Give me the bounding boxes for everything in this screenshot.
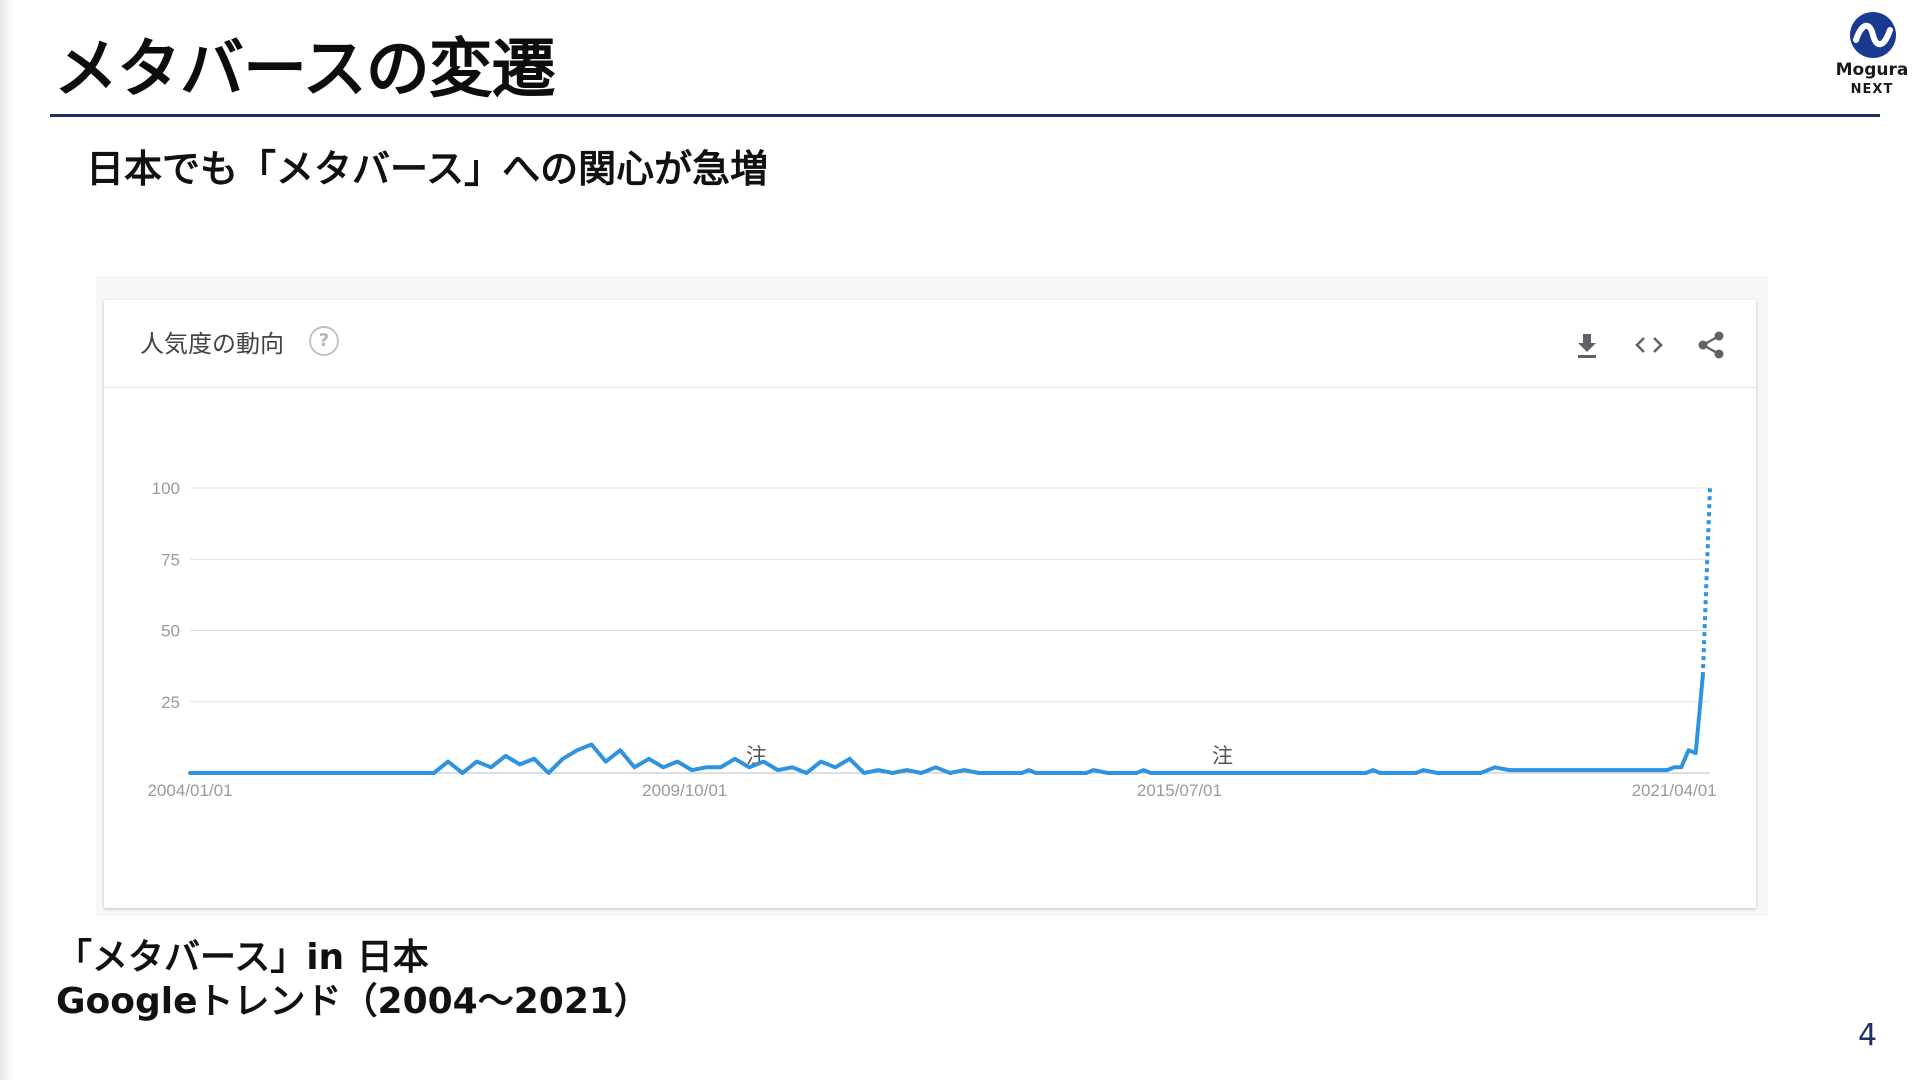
chart-card-title: 人気度の動向: [140, 330, 284, 358]
caption-line-2: Googleトレンド（2004～2021）: [56, 981, 650, 1022]
chart-caption: 「メタバース」in 日本 Googleトレンド（2004～2021）: [56, 936, 650, 1024]
page-number: 4: [1858, 1018, 1878, 1053]
card-header-divider: [104, 387, 1756, 388]
logo-name: Mogura: [1835, 60, 1909, 80]
slide-subtitle: 日本でも「メタバース」への関心が急増: [86, 147, 769, 191]
help-icon[interactable]: ?: [309, 326, 339, 356]
mogura-logo: Mogura NEXT: [1830, 10, 1910, 100]
caption-line-1: 「メタバース」in 日本: [56, 937, 429, 978]
download-icon[interactable]: [1570, 328, 1604, 362]
trend-line-chart: 25 50 75 100 2004/01/01 2009/10/01 2015/07/01 2…: [147, 479, 1717, 800]
slide-title: メタバースの変遷: [54, 33, 556, 107]
title-underline: [50, 114, 1880, 117]
x-tick-label: 2009/10/01: [642, 781, 727, 800]
y-tick-label: 50: [161, 622, 180, 641]
slide-edge-shadow: [0, 0, 14, 1080]
series-line: [188, 674, 1705, 775]
y-tick-label: 25: [161, 693, 180, 712]
trends-chart-card: 人気度の動向 ? 25 50 75 100 2004/01/01 2009/10/01 20…: [104, 300, 1756, 908]
y-tick-label: 75: [161, 550, 180, 569]
share-icon[interactable]: [1694, 328, 1728, 362]
annotation-marker: 注: [1212, 744, 1233, 768]
mogura-logo-icon: [1850, 12, 1896, 58]
y-tick-label: 100: [152, 479, 180, 498]
series-partial-line: [1700, 487, 1712, 677]
x-tick-label: 2015/07/01: [1137, 781, 1222, 800]
x-tick-label: 2004/01/01: [147, 781, 232, 800]
x-tick-label: 2021/04/01: [1632, 781, 1717, 800]
embed-code-icon[interactable]: [1632, 328, 1666, 362]
logo-subtitle: NEXT: [1850, 82, 1894, 97]
